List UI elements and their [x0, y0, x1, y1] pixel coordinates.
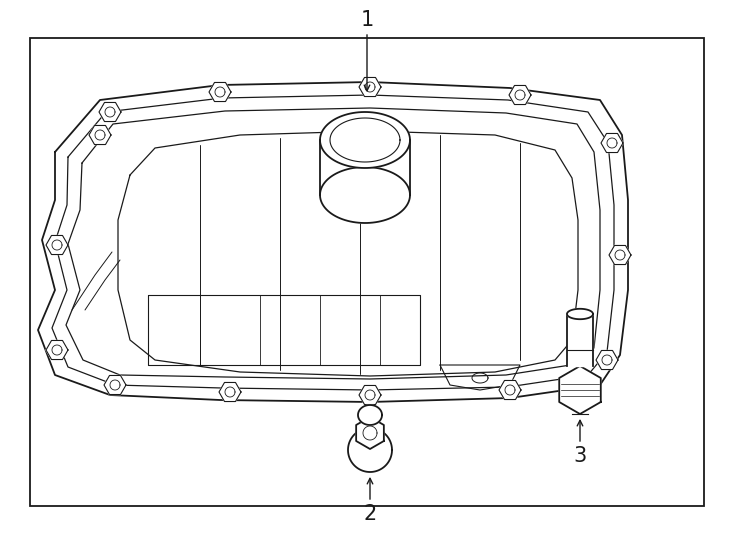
Polygon shape: [601, 133, 623, 152]
Polygon shape: [559, 366, 601, 414]
Polygon shape: [356, 417, 384, 449]
Polygon shape: [209, 83, 231, 102]
Polygon shape: [320, 112, 410, 168]
Polygon shape: [320, 167, 410, 223]
Polygon shape: [46, 235, 68, 254]
Polygon shape: [46, 341, 68, 360]
Polygon shape: [567, 314, 593, 366]
Text: 2: 2: [363, 504, 377, 524]
Bar: [30, 38, 704, 506]
Polygon shape: [320, 140, 410, 195]
Polygon shape: [348, 428, 392, 472]
Text: 1: 1: [360, 10, 374, 30]
Polygon shape: [609, 246, 631, 265]
Polygon shape: [596, 350, 618, 369]
Text: 3: 3: [573, 446, 586, 466]
Polygon shape: [38, 82, 628, 402]
Polygon shape: [359, 386, 381, 404]
Polygon shape: [219, 382, 241, 402]
Polygon shape: [567, 309, 593, 319]
Polygon shape: [509, 85, 531, 105]
Polygon shape: [358, 405, 382, 425]
Polygon shape: [89, 125, 111, 145]
Polygon shape: [359, 77, 381, 97]
Polygon shape: [99, 103, 121, 122]
Polygon shape: [440, 365, 520, 390]
Polygon shape: [499, 381, 521, 400]
Polygon shape: [104, 375, 126, 395]
